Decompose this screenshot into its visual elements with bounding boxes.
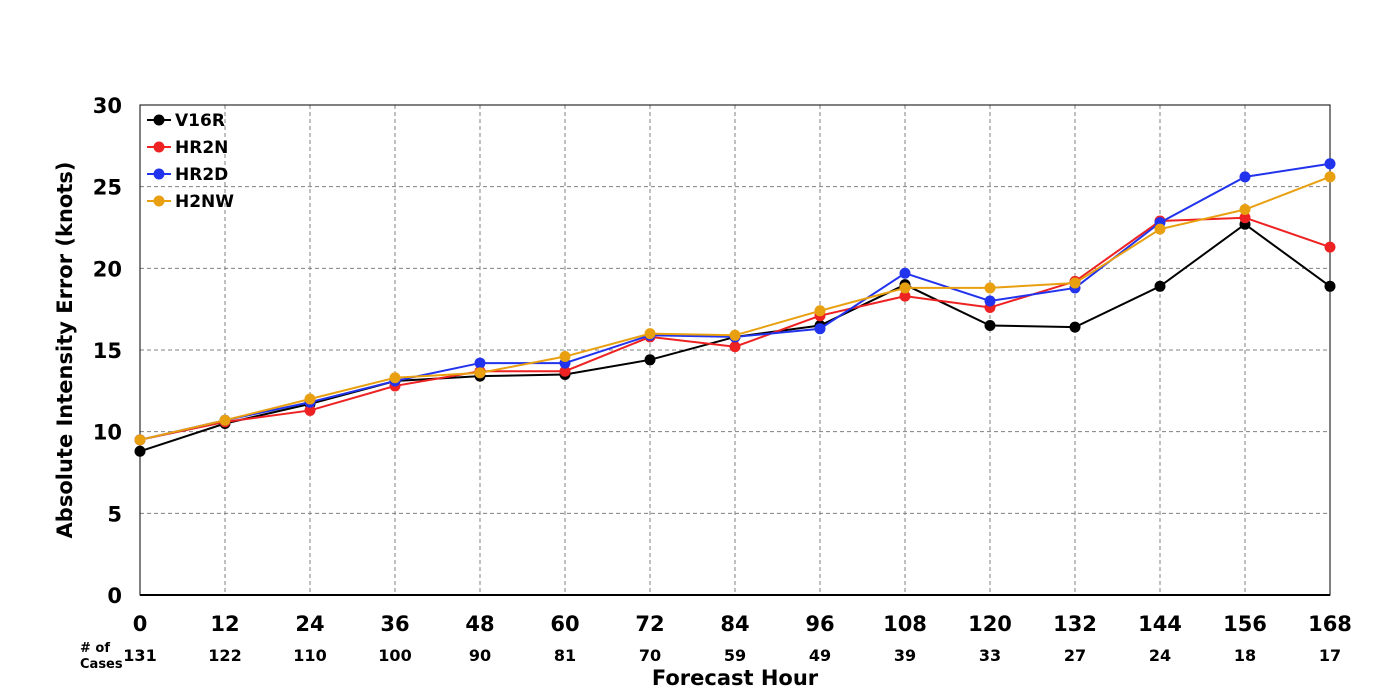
legend-item-v16r: V16R bbox=[147, 111, 225, 131]
data-point bbox=[1069, 321, 1081, 333]
data-point bbox=[899, 282, 911, 294]
x-tick-label: 48 bbox=[465, 612, 494, 636]
series-h2nw bbox=[134, 171, 1336, 446]
x-axis-title: Forecast Hour bbox=[652, 666, 819, 690]
legend-label: V16R bbox=[175, 111, 225, 131]
data-point bbox=[474, 357, 486, 369]
case-count-labels: 131 122 110 100 90 81 70 59 49 39 33 27 24 18 17 bbox=[123, 646, 1341, 665]
case-count-label: 33 bbox=[979, 646, 1001, 665]
legend-swatch-marker bbox=[153, 168, 165, 180]
legend-swatch-marker bbox=[153, 195, 165, 207]
case-count-label: 100 bbox=[378, 646, 411, 665]
x-tick-labels: 0 12 24 36 48 60 72 84 96 108 120 132 144 156 168 bbox=[133, 612, 1352, 636]
y-tick-label: 0 bbox=[107, 584, 122, 608]
case-count-label: 24 bbox=[1149, 646, 1171, 665]
y-tick-label: 10 bbox=[93, 421, 122, 445]
case-count-label: 49 bbox=[809, 646, 831, 665]
x-tick-label: 120 bbox=[968, 612, 1012, 636]
data-point bbox=[304, 393, 316, 405]
case-count-label: 90 bbox=[469, 646, 491, 665]
x-tick-label: 156 bbox=[1223, 612, 1267, 636]
data-point bbox=[1324, 280, 1336, 292]
data-point bbox=[899, 267, 911, 279]
data-point bbox=[1154, 223, 1166, 235]
x-tick-label: 168 bbox=[1308, 612, 1352, 636]
legend-item-hr2n: HR2N bbox=[147, 138, 228, 158]
data-point bbox=[559, 351, 571, 363]
x-tick-label: 36 bbox=[380, 612, 409, 636]
data-point bbox=[644, 354, 656, 366]
data-point bbox=[219, 414, 231, 426]
data-point bbox=[899, 290, 911, 302]
data-point bbox=[1324, 158, 1336, 170]
data-point bbox=[559, 365, 571, 377]
x-tick-label: 84 bbox=[720, 612, 749, 636]
data-point bbox=[1324, 171, 1336, 183]
legend-item-hr2d: HR2D bbox=[147, 165, 228, 185]
y-tick-label: 30 bbox=[93, 94, 122, 118]
legend-label: HR2N bbox=[175, 138, 228, 158]
case-count-label: 17 bbox=[1319, 646, 1341, 665]
data-point bbox=[984, 320, 996, 331]
data-point bbox=[389, 372, 401, 384]
legend-swatch-marker bbox=[153, 114, 165, 126]
grid-lines bbox=[140, 105, 1330, 595]
data-point bbox=[1239, 212, 1251, 224]
data-point bbox=[729, 341, 741, 353]
data-point bbox=[814, 305, 826, 317]
x-tick-label: 0 bbox=[133, 612, 148, 636]
x-tick-label: 96 bbox=[805, 612, 834, 636]
data-point bbox=[1154, 280, 1166, 292]
y-tick-label: 15 bbox=[93, 339, 122, 363]
case-count-label: 27 bbox=[1064, 646, 1086, 665]
y-tick-label: 5 bbox=[107, 502, 122, 526]
legend-label: H2NW bbox=[175, 192, 234, 212]
case-count-label: 59 bbox=[724, 646, 746, 665]
legend: V16R HR2N HR2D H2NW bbox=[147, 111, 234, 212]
y-tick-label: 25 bbox=[93, 176, 122, 200]
x-tick-label: 24 bbox=[295, 612, 324, 636]
legend-item-h2nw: H2NW bbox=[147, 192, 234, 212]
case-count-label: 122 bbox=[208, 646, 241, 665]
data-point bbox=[644, 328, 656, 340]
x-tick-label: 72 bbox=[635, 612, 664, 636]
case-count-label: 39 bbox=[894, 646, 916, 665]
legend-swatch-marker bbox=[153, 141, 165, 153]
data-point bbox=[984, 282, 996, 294]
data-point bbox=[134, 434, 146, 446]
cases-title-line2: Cases bbox=[80, 657, 123, 672]
x-tick-label: 12 bbox=[210, 612, 239, 636]
x-tick-label: 132 bbox=[1053, 612, 1097, 636]
case-count-label: 110 bbox=[293, 646, 326, 665]
cases-title-line1: # of bbox=[80, 641, 110, 656]
data-point bbox=[984, 295, 996, 307]
y-tick-label: 20 bbox=[93, 257, 122, 281]
data-point bbox=[1324, 241, 1336, 253]
case-count-label: 81 bbox=[554, 646, 576, 665]
data-point bbox=[134, 445, 146, 457]
data-point bbox=[474, 367, 486, 379]
case-count-label: 131 bbox=[123, 646, 156, 665]
y-tick-labels: 0 5 10 15 20 25 30 bbox=[93, 94, 122, 608]
case-count-label: 18 bbox=[1234, 646, 1256, 665]
case-count-label: 70 bbox=[639, 646, 661, 665]
x-tick-label: 144 bbox=[1138, 612, 1182, 636]
data-point bbox=[304, 404, 316, 416]
data-point bbox=[729, 329, 741, 341]
x-tick-label: 108 bbox=[883, 612, 927, 636]
legend-label: HR2D bbox=[175, 165, 228, 185]
x-tick-label: 60 bbox=[550, 612, 579, 636]
y-axis-title: Absolute Intensity Error (knots) bbox=[53, 162, 77, 539]
data-point bbox=[1069, 277, 1081, 289]
data-point bbox=[1239, 204, 1251, 216]
data-point bbox=[1239, 171, 1251, 183]
series-layer bbox=[134, 158, 1336, 457]
data-point bbox=[814, 323, 826, 335]
